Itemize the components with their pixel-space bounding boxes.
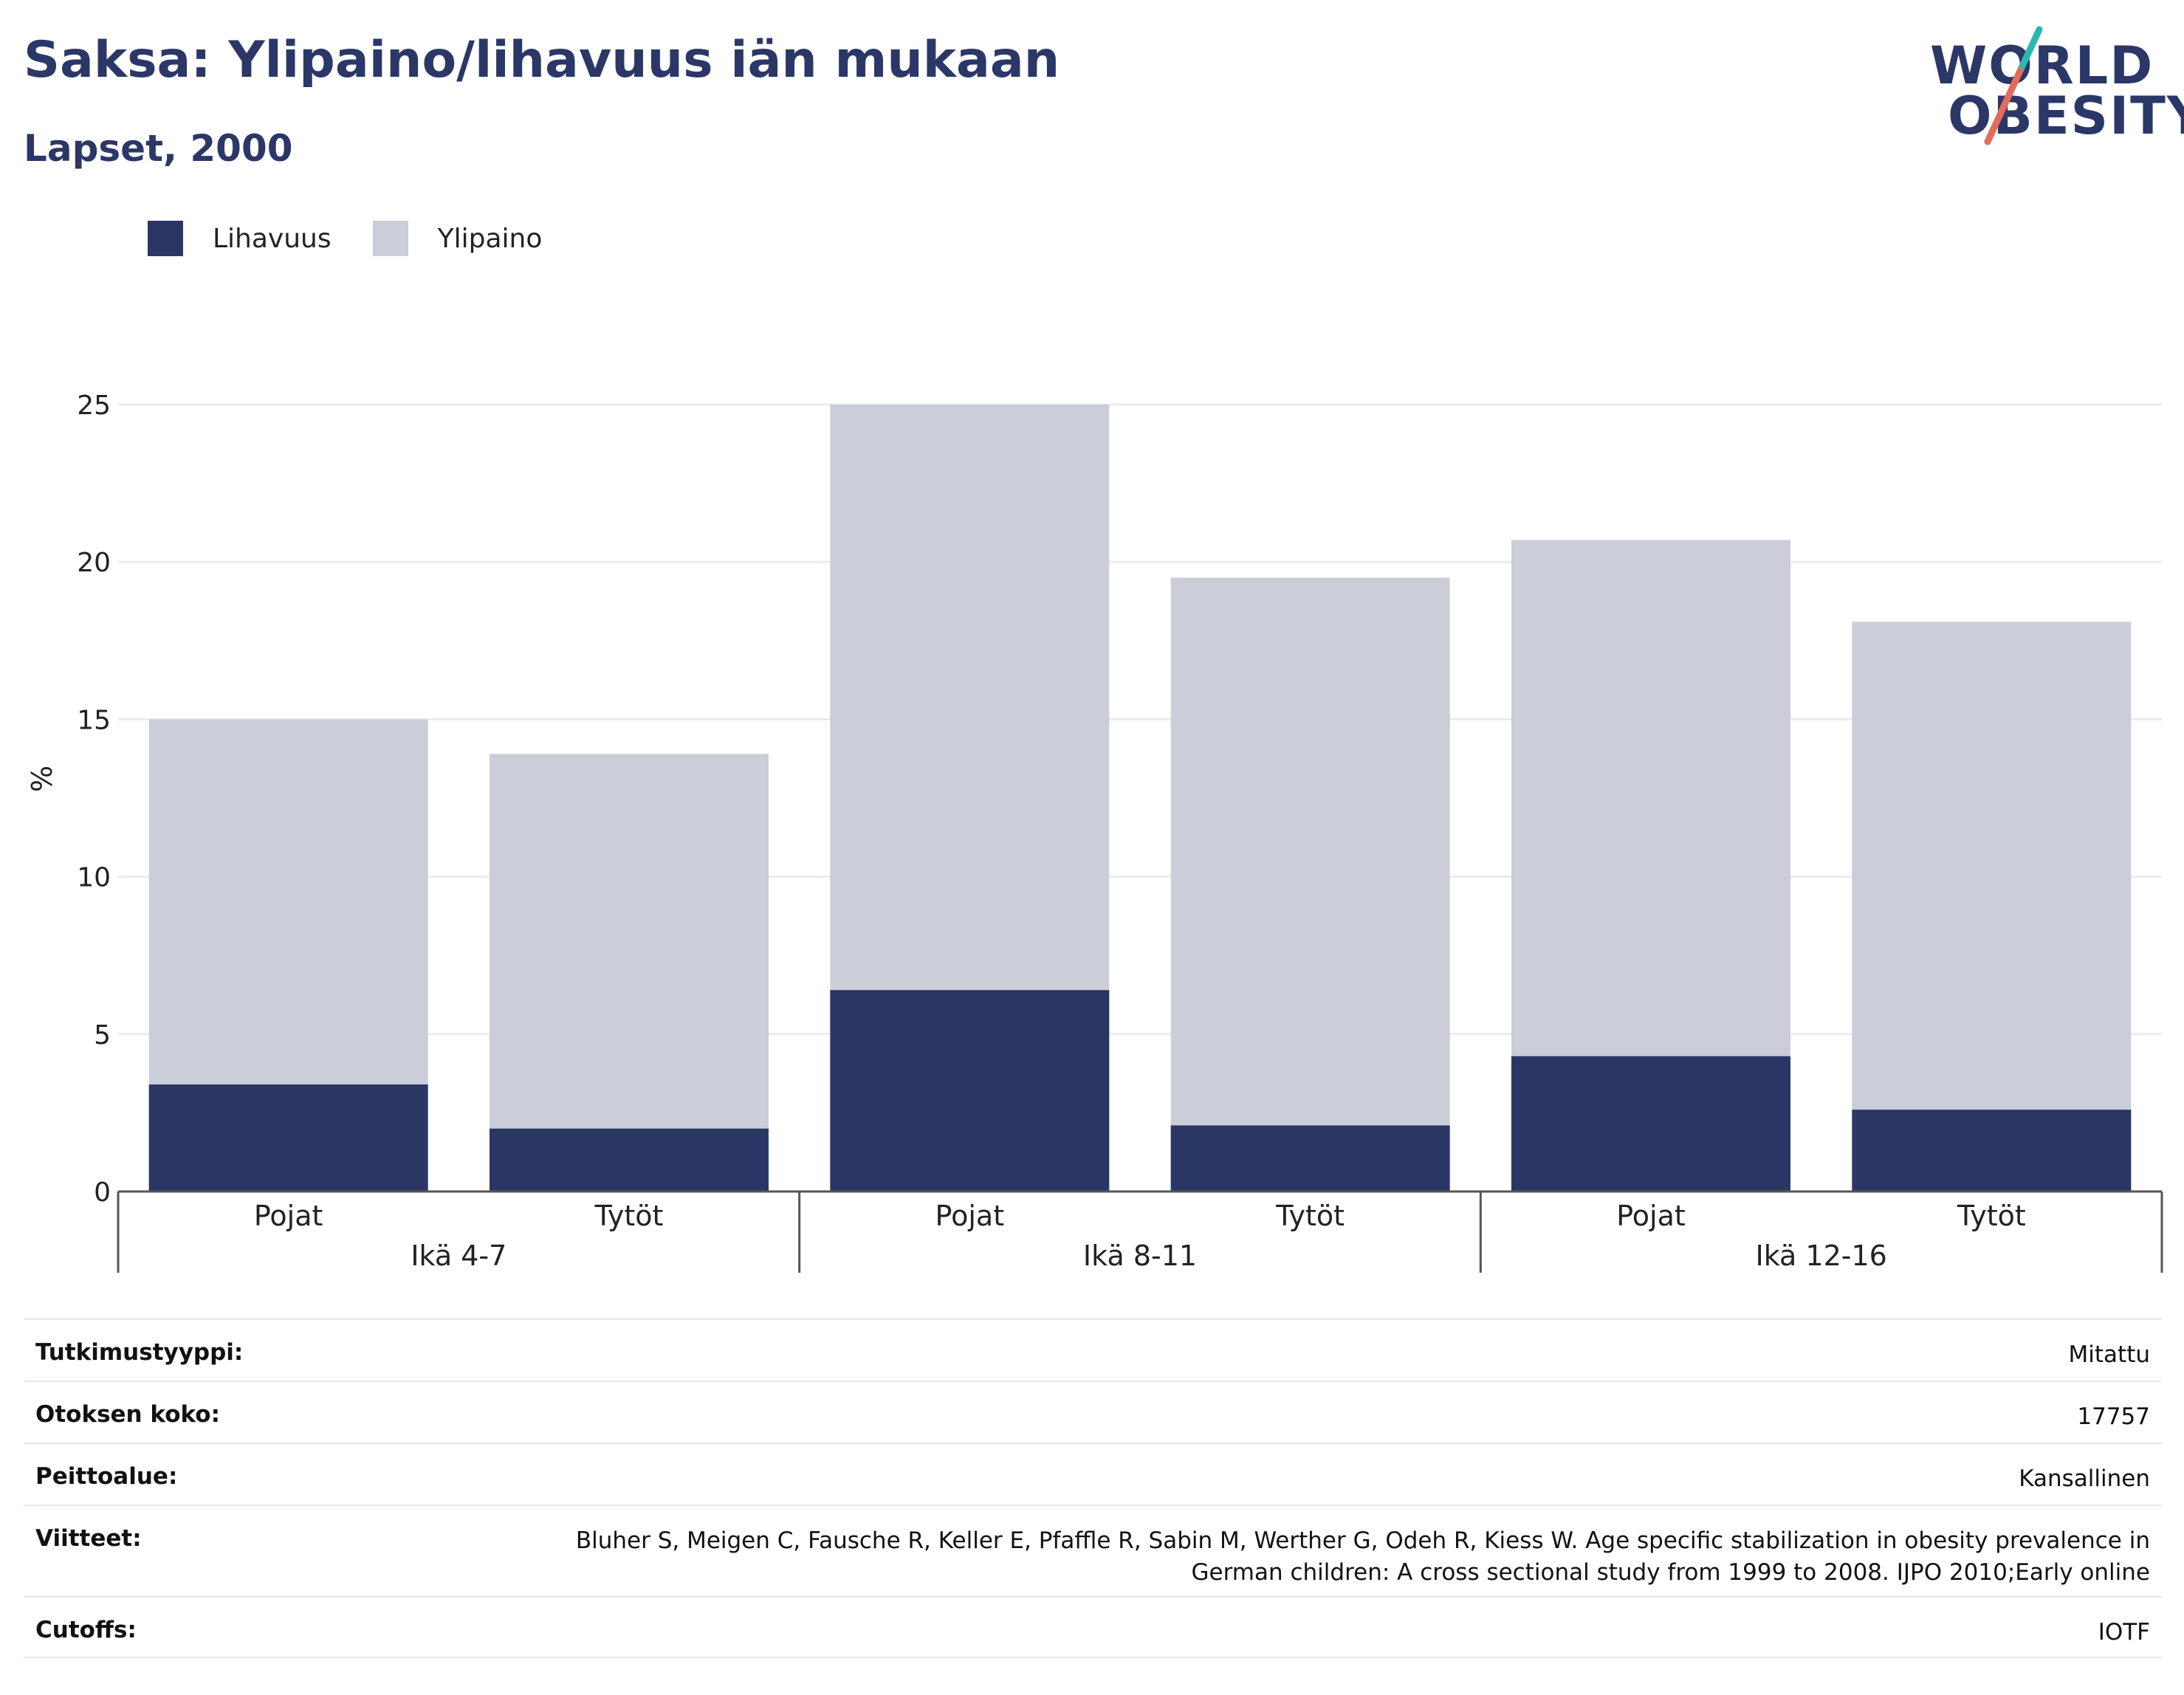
info-row-sample-size: Otoksen koko: 17757 <box>24 1381 2162 1443</box>
world-obesity-logo: WORLD OBESITY <box>1920 26 2184 155</box>
info-label: Otoksen koko: <box>35 1401 220 1428</box>
legend-swatch-obesity <box>148 221 183 256</box>
bar-overweight <box>1170 577 1450 1126</box>
x-tick-label: Tytöt <box>1275 1200 1345 1232</box>
logo-line-1: WORLD <box>1930 35 2154 96</box>
bar-obesity <box>148 1084 428 1192</box>
info-value: IOTF <box>2098 1619 2150 1646</box>
legend-item-overweight: Ylipaino <box>372 221 543 256</box>
chart-title: Saksa: Ylipaino/lihavuus iän mukaan <box>24 31 1060 89</box>
info-value: Bluher S, Meigen C, Fausche R, Keller E,… <box>575 1527 2150 1586</box>
chart-legend: Lihavuus Ylipaino <box>148 220 583 257</box>
bar-overweight <box>148 719 428 1085</box>
y-tick-label: 10 <box>77 863 111 893</box>
bar-obesity <box>1852 1110 2132 1192</box>
legend-label-obesity: Lihavuus <box>213 223 332 254</box>
legend-swatch-overweight <box>372 221 408 256</box>
info-label: Tutkimustyyppi: <box>35 1339 244 1366</box>
bar-obesity <box>830 990 1110 1192</box>
info-row-references: Viitteet: Bluher S, Meigen C, Fausche R,… <box>24 1505 2162 1596</box>
x-tick-label: Pojat <box>254 1200 323 1232</box>
info-label: Cutoffs: <box>35 1617 137 1643</box>
bar-overweight <box>1852 622 2132 1110</box>
legend-item-obesity: Lihavuus <box>148 221 332 256</box>
bar-overweight <box>830 405 1110 991</box>
info-row-coverage: Peittoalue: Kansallinen <box>24 1443 2162 1505</box>
y-tick-label: 5 <box>94 1020 111 1051</box>
y-tick-label: 20 <box>77 548 111 578</box>
study-info-table: Tutkimustyyppi: Mitattu Otoksen koko: 17… <box>24 1318 2162 1658</box>
logo-slash-icon <box>1984 26 2043 145</box>
y-tick-label: 25 <box>77 391 111 421</box>
y-tick-label: 15 <box>77 705 111 735</box>
info-row-cutoffs: Cutoffs: IOTF <box>24 1596 2162 1658</box>
x-tick-label: Pojat <box>935 1200 1005 1232</box>
group-label: Ikä 8-11 <box>1083 1240 1197 1272</box>
legend-label-overweight: Ylipaino <box>437 223 543 254</box>
info-label: Viitteet: <box>35 1525 142 1552</box>
x-tick-label: Tytöt <box>1957 1200 2026 1232</box>
group-label: Ikä 12-16 <box>1755 1240 1886 1272</box>
y-tick-label: 0 <box>94 1177 111 1208</box>
info-value: Mitattu <box>2068 1341 2150 1368</box>
bar-obesity <box>490 1128 769 1192</box>
bar-obesity <box>1170 1125 1450 1192</box>
group-label: Ikä 4-7 <box>411 1240 506 1272</box>
y-axis-label: % <box>26 766 58 792</box>
x-tick-label: Tytöt <box>594 1200 664 1232</box>
stacked-bar-chart: 0 5 10 15 20 25% Pojat Tytöt Pojat Tytöt Pojat Tytö… <box>26 391 2163 1273</box>
info-label: Peittoalue: <box>35 1463 178 1490</box>
chart-subtitle: Lapset, 2000 <box>24 127 293 170</box>
x-tick-label: Pojat <box>1616 1200 1686 1232</box>
info-value: 17757 <box>2077 1403 2150 1430</box>
bar-obesity <box>1511 1056 1790 1192</box>
info-row-study-type: Tutkimustyyppi: Mitattu <box>24 1318 2162 1381</box>
info-value: Kansallinen <box>2019 1465 2150 1492</box>
bar-overweight <box>490 754 769 1129</box>
bar-overweight <box>1511 540 1790 1056</box>
